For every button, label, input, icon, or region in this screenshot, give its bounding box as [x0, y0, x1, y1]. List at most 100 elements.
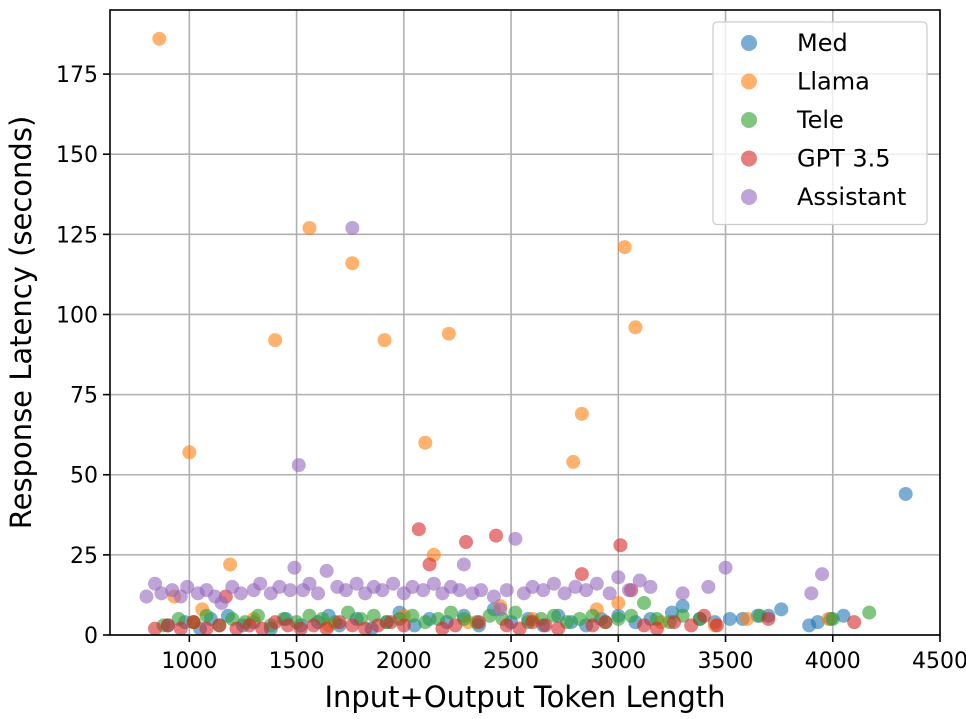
point-tele	[341, 605, 356, 620]
point-llama	[617, 240, 632, 255]
x-tick-label: 4000	[805, 649, 861, 674]
point-tele	[637, 595, 652, 610]
point-assistant	[493, 602, 508, 617]
point-tele	[649, 611, 664, 626]
point-assistant	[579, 583, 594, 598]
point-gpt-3-5	[684, 618, 699, 633]
point-assistant	[525, 579, 540, 594]
y-tick-label: 100	[56, 303, 98, 328]
data-points	[139, 31, 913, 636]
point-gpt-3-5	[598, 615, 613, 630]
legend-label-assistant: Assistant	[797, 183, 906, 211]
point-gpt-3-5	[383, 615, 398, 630]
point-assistant	[602, 586, 617, 601]
point-gpt-3-5	[411, 522, 426, 537]
point-tele	[611, 611, 626, 626]
point-gpt-3-5	[281, 618, 296, 633]
point-tele	[482, 608, 497, 623]
point-tele	[862, 605, 877, 620]
point-assistant	[508, 531, 523, 546]
point-gpt-3-5	[847, 615, 862, 630]
point-gpt-3-5	[212, 618, 227, 633]
point-gpt-3-5	[649, 621, 664, 636]
x-tick-label: 1000	[161, 649, 217, 674]
y-tick-label: 175	[56, 63, 98, 88]
legend-label-tele: Tele	[796, 106, 844, 134]
point-gpt-3-5	[667, 615, 682, 630]
point-gpt-3-5	[574, 567, 589, 582]
point-gpt-3-5	[229, 621, 244, 636]
point-assistant	[214, 595, 229, 610]
point-gpt-3-5	[173, 621, 188, 636]
point-tele	[199, 608, 214, 623]
point-assistant	[568, 579, 583, 594]
point-gpt-3-5	[160, 618, 175, 633]
point-assistant	[233, 586, 248, 601]
point-med	[898, 486, 913, 501]
point-gpt-3-5	[471, 615, 486, 630]
point-tele	[546, 608, 561, 623]
y-tick-label: 150	[56, 143, 98, 168]
point-assistant	[405, 579, 420, 594]
point-assistant	[718, 560, 733, 575]
x-tick-label: 3000	[590, 649, 646, 674]
point-llama	[377, 333, 392, 348]
point-gpt-3-5	[613, 538, 628, 553]
point-gpt-3-5	[306, 618, 321, 633]
legend-label-med: Med	[797, 29, 848, 57]
point-tele	[825, 611, 840, 626]
point-assistant	[345, 220, 360, 235]
point-gpt-3-5	[293, 621, 308, 636]
point-llama	[223, 557, 238, 572]
point-gpt-3-5	[459, 535, 474, 550]
point-llama	[566, 454, 581, 469]
point-gpt-3-5	[199, 621, 214, 636]
point-gpt-3-5	[637, 618, 652, 633]
point-assistant	[675, 586, 690, 601]
point-assistant	[180, 579, 195, 594]
point-gpt-3-5	[268, 615, 283, 630]
x-tick-label: 3500	[698, 649, 754, 674]
point-assistant	[426, 576, 441, 591]
point-gpt-3-5	[538, 618, 553, 633]
point-tele	[405, 608, 420, 623]
point-assistant	[546, 576, 561, 591]
point-assistant	[622, 583, 637, 598]
point-assistant	[139, 589, 154, 604]
point-assistant	[815, 567, 830, 582]
point-assistant	[349, 576, 364, 591]
point-assistant	[302, 576, 317, 591]
y-axis-label: Response Latency (seconds)	[4, 116, 38, 530]
point-assistant	[386, 576, 401, 591]
point-tele	[418, 615, 433, 630]
point-assistant	[287, 560, 302, 575]
point-llama	[574, 406, 589, 421]
plot-area-frame	[109, 9, 941, 636]
y-tick-label: 125	[56, 223, 98, 248]
point-assistant	[632, 573, 647, 588]
point-gpt-3-5	[585, 618, 600, 633]
point-med	[774, 602, 789, 617]
point-assistant	[154, 586, 169, 601]
point-assistant	[319, 563, 334, 578]
axis-ticks: 1000 1500 2000 2500 3000 3500 4000 4500 0 25 50 75 1…	[56, 63, 966, 674]
point-med	[675, 599, 690, 614]
point-assistant	[338, 583, 353, 598]
x-tick-label: 2000	[376, 649, 432, 674]
y-tick-label: 50	[70, 464, 98, 489]
point-assistant	[804, 586, 819, 601]
point-gpt-3-5	[255, 621, 270, 636]
point-gpt-3-5	[512, 621, 527, 636]
point-gpt-3-5	[435, 621, 450, 636]
legend-label-llama: Llama	[797, 68, 870, 96]
legend-marker-assistant	[741, 189, 757, 205]
point-gpt-3-5	[319, 621, 334, 636]
point-tele	[624, 608, 639, 623]
point-gpt-3-5	[525, 615, 540, 630]
point-assistant	[474, 583, 489, 598]
point-llama	[628, 320, 643, 335]
point-tele	[508, 605, 523, 620]
x-tick-label: 4500	[912, 649, 966, 674]
point-med	[722, 611, 737, 626]
